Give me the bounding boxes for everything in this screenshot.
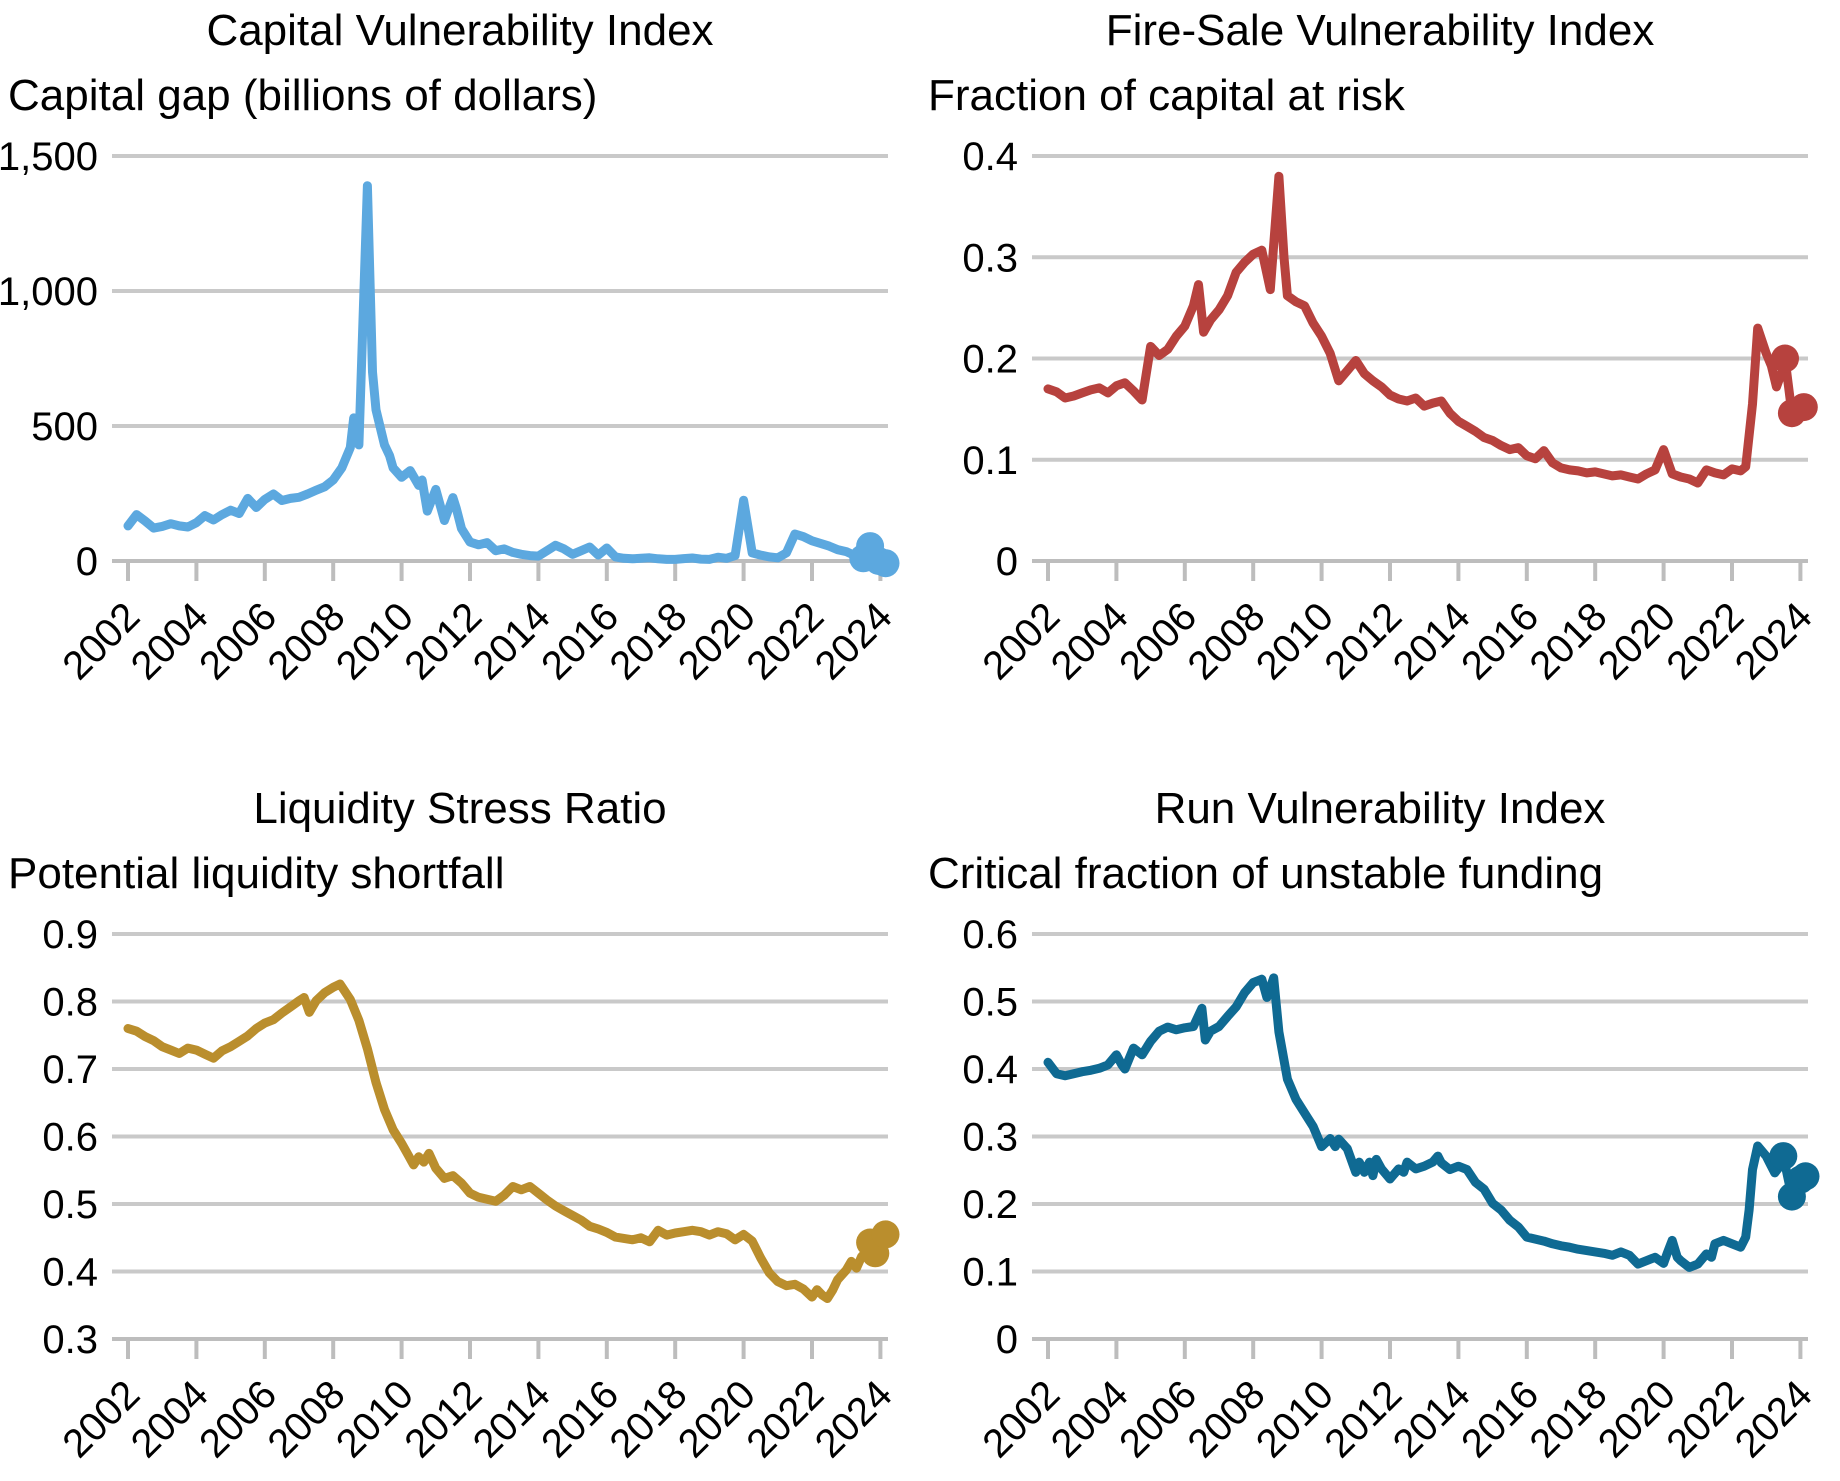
x-axis-tick-label: 2004 xyxy=(123,1372,217,1466)
data-point-marker xyxy=(1791,1162,1820,1191)
data-point-marker xyxy=(871,1220,900,1249)
x-axis-tick-label: 2018 xyxy=(602,1372,696,1466)
x-axis-tick-label: 2016 xyxy=(1453,1372,1547,1466)
chart-subtitle-fire-sale: Fraction of capital at risk xyxy=(928,70,1405,120)
chart-canvas-fire-sale: 00.10.20.30.4200220042006200820102012201… xyxy=(962,135,1821,688)
x-axis-tick-label: 2022 xyxy=(1658,1372,1752,1466)
x-axis-tick-label: 2010 xyxy=(1248,1372,1342,1466)
x-axis-tick-label: 2006 xyxy=(191,594,285,688)
panel-fire-sale-vulnerability: Fire-Sale Vulnerability Index Fraction o… xyxy=(920,0,1840,740)
x-axis-tick-label: 2010 xyxy=(1248,594,1342,688)
y-axis-tick-label: 0 xyxy=(76,540,98,584)
y-axis-tick-label: 0 xyxy=(996,1318,1018,1362)
y-axis-tick-label: 0 xyxy=(996,540,1018,584)
series-line xyxy=(123,181,890,568)
x-axis-tick-label: 2014 xyxy=(465,594,559,688)
y-axis-tick-label: 0.4 xyxy=(42,1251,98,1295)
panel-capital-vulnerability: Capital Vulnerability Index Capital gap … xyxy=(0,0,920,740)
panel-liquidity-stress: Liquidity Stress Ratio Potential liquidi… xyxy=(0,740,920,1481)
y-axis-tick-label: 0.1 xyxy=(962,1251,1018,1295)
y-axis-tick-label: 500 xyxy=(31,405,98,449)
x-axis-tick-label: 2008 xyxy=(260,594,354,688)
y-axis-tick-label: 1,000 xyxy=(0,270,98,314)
y-axis-tick-label: 1,500 xyxy=(0,135,98,179)
x-axis-tick-label: 2008 xyxy=(1180,1372,1274,1466)
y-axis-tick-label: 0.9 xyxy=(42,913,98,957)
x-axis-tick-label: 2024 xyxy=(807,594,901,688)
x-axis-tick-label: 2022 xyxy=(738,594,832,688)
x-axis-tick-label: 2006 xyxy=(191,1372,285,1466)
chart-title-capital: Capital Vulnerability Index xyxy=(206,6,714,55)
x-axis-tick-label: 2024 xyxy=(1727,1372,1821,1466)
x-axis-tick-label: 2010 xyxy=(328,594,422,688)
x-axis-tick-label: 2002 xyxy=(974,1372,1068,1466)
y-axis-tick-label: 0.3 xyxy=(962,1116,1018,1160)
x-axis-tick-label: 2002 xyxy=(974,594,1068,688)
series-line xyxy=(123,979,890,1304)
x-axis-tick-label: 2016 xyxy=(533,594,627,688)
series-line xyxy=(1043,171,1809,488)
panel-run-vulnerability: Run Vulnerability Index Critical fractio… xyxy=(920,740,1840,1481)
series-line xyxy=(1043,973,1810,1273)
x-axis-tick-label: 2010 xyxy=(328,1372,422,1466)
data-point-marker xyxy=(1789,393,1818,422)
x-axis-tick-label: 2012 xyxy=(1316,594,1410,688)
chart-subtitle-capital: Capital gap (billions of dollars) xyxy=(8,70,598,120)
chart-subtitle-liquidity: Potential liquidity shortfall xyxy=(8,848,505,898)
y-axis-tick-label: 0.6 xyxy=(962,913,1018,957)
x-axis-tick-label: 2002 xyxy=(54,1372,148,1466)
y-axis-tick-label: 0.1 xyxy=(962,439,1018,483)
x-axis-tick-label: 2004 xyxy=(1043,1372,1137,1466)
chart-canvas-liquidity: 0.30.40.50.60.70.80.92002200420062008201… xyxy=(42,913,901,1466)
data-point-marker xyxy=(1769,1142,1798,1171)
x-axis-tick-label: 2018 xyxy=(1522,594,1616,688)
y-axis-tick-label: 0.7 xyxy=(42,1048,98,1092)
chart-subtitle-run: Critical fraction of unstable funding xyxy=(928,848,1604,898)
y-axis-tick-label: 0.5 xyxy=(42,1183,98,1227)
x-axis-tick-label: 2008 xyxy=(1180,594,1274,688)
y-axis-tick-label: 0.5 xyxy=(962,981,1018,1025)
chart-canvas-capital: 05001,0001,50020022004200620082010201220… xyxy=(0,135,901,688)
x-axis-tick-label: 2024 xyxy=(1727,594,1821,688)
x-axis-tick-label: 2006 xyxy=(1111,594,1205,688)
data-point-marker xyxy=(871,549,900,578)
x-axis-tick-label: 2020 xyxy=(670,1372,764,1466)
x-axis-tick-label: 2020 xyxy=(1590,594,1684,688)
x-axis-tick-label: 2018 xyxy=(602,594,696,688)
y-axis-tick-label: 0.3 xyxy=(42,1318,98,1362)
y-axis-tick-label: 0.6 xyxy=(42,1116,98,1160)
x-axis-tick-label: 2012 xyxy=(396,1372,490,1466)
data-point-marker xyxy=(1771,344,1799,373)
y-axis-tick-label: 0.2 xyxy=(962,1183,1018,1227)
x-axis-tick-label: 2004 xyxy=(123,594,217,688)
x-axis-tick-label: 2004 xyxy=(1043,594,1137,688)
y-axis-tick-label: 0.2 xyxy=(962,338,1018,382)
x-axis-tick-label: 2006 xyxy=(1111,1372,1205,1466)
y-axis-tick-label: 0.8 xyxy=(42,981,98,1025)
x-axis-tick-label: 2008 xyxy=(260,1372,354,1466)
x-axis-tick-label: 2024 xyxy=(807,1372,901,1466)
x-axis-tick-label: 2020 xyxy=(1590,1372,1684,1466)
x-axis-tick-label: 2014 xyxy=(465,1372,559,1466)
x-axis-tick-label: 2002 xyxy=(54,594,148,688)
x-axis-tick-label: 2014 xyxy=(1385,594,1479,688)
x-axis-tick-label: 2014 xyxy=(1385,1372,1479,1466)
x-axis-tick-label: 2012 xyxy=(1316,1372,1410,1466)
y-axis-tick-label: 0.3 xyxy=(962,236,1018,280)
chart-canvas-run: 00.10.20.30.40.50.6200220042006200820102… xyxy=(962,913,1821,1466)
y-axis-tick-label: 0.4 xyxy=(962,1048,1018,1092)
x-axis-tick-label: 2022 xyxy=(738,1372,832,1466)
chart-title-run: Run Vulnerability Index xyxy=(1154,784,1606,833)
x-axis-tick-label: 2022 xyxy=(1658,594,1752,688)
x-axis-tick-label: 2020 xyxy=(670,594,764,688)
x-axis-tick-label: 2016 xyxy=(533,1372,627,1466)
y-axis-tick-label: 0.4 xyxy=(962,135,1018,179)
x-axis-tick-label: 2016 xyxy=(1453,594,1547,688)
chart-title-liquidity: Liquidity Stress Ratio xyxy=(253,784,667,833)
x-axis-tick-label: 2018 xyxy=(1522,1372,1616,1466)
chart-title-fire-sale: Fire-Sale Vulnerability Index xyxy=(1105,6,1655,55)
x-axis-tick-label: 2012 xyxy=(396,594,490,688)
